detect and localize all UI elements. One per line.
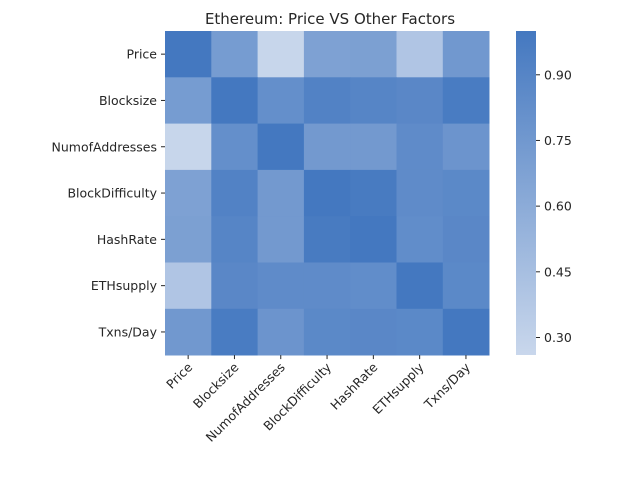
row-label: Blocksize xyxy=(99,93,157,108)
heatmap-cell xyxy=(396,123,444,171)
heatmap-cell xyxy=(257,77,305,124)
heatmap-cell xyxy=(257,123,305,171)
colorbar-tick-label: 0.45 xyxy=(544,264,572,279)
heatmap-cell xyxy=(211,123,258,171)
heatmap-cell xyxy=(396,169,444,217)
colorbar-tick-label: 0.75 xyxy=(544,133,572,148)
col-label: Price xyxy=(163,359,195,391)
heatmap-cell xyxy=(350,169,397,217)
heatmap-cell xyxy=(211,216,258,263)
row-label: NumofAddresses xyxy=(52,139,157,154)
heatmap-cell xyxy=(396,308,444,356)
heatmap-cells xyxy=(165,31,490,356)
row-label: Price xyxy=(127,47,158,62)
col-label: NumofAddresses xyxy=(203,360,288,445)
colorbar-tick-label: 0.30 xyxy=(544,330,572,345)
heatmap-cell xyxy=(350,123,397,171)
row-label: Txns/Day xyxy=(98,324,158,339)
heatmap-cell xyxy=(350,216,397,263)
heatmap-cell xyxy=(165,123,212,171)
heatmap-cell xyxy=(211,308,258,356)
heatmap-cell xyxy=(442,31,490,78)
heatmap-cell xyxy=(303,77,351,124)
heatmap-cell xyxy=(211,169,258,217)
colorbar-tick-label: 0.90 xyxy=(544,67,572,82)
row-label: ETHsupply xyxy=(91,278,158,293)
row-label: HashRate xyxy=(97,232,157,247)
heatmap-cell xyxy=(257,169,305,217)
heatmap-cell xyxy=(257,262,305,310)
heatmap-cell xyxy=(396,216,444,263)
heatmap-cell xyxy=(442,169,490,217)
row-label: BlockDifficulty xyxy=(67,186,157,201)
heatmap-cell xyxy=(165,216,212,263)
heatmap-cell xyxy=(165,77,212,124)
heatmap-cell xyxy=(165,169,212,217)
chart-title: Ethereum: Price VS Other Factors xyxy=(205,10,455,28)
heatmap-cell xyxy=(165,31,212,78)
heatmap-cell xyxy=(350,308,397,356)
heatmap-cell xyxy=(303,31,351,78)
heatmap-cell xyxy=(442,216,490,263)
heatmap-cell xyxy=(350,77,397,124)
heatmap-cell xyxy=(303,262,351,310)
heatmap-cell xyxy=(257,308,305,356)
heatmap-cell xyxy=(257,31,305,78)
heatmap-cell xyxy=(211,262,258,310)
col-label: Txns/Day xyxy=(420,359,473,412)
heatmap-cell xyxy=(442,123,490,171)
heatmap-cell xyxy=(442,77,490,124)
colorbar: 0.30 0.45 0.60 0.75 0.90 xyxy=(516,31,572,355)
heatmap-cell xyxy=(211,77,258,124)
heatmap-cell xyxy=(303,216,351,263)
heatmap-cell xyxy=(303,169,351,217)
heatmap-cell xyxy=(396,31,444,78)
heatmap-cell xyxy=(396,262,444,310)
heatmap-cell xyxy=(165,308,212,356)
heatmap-cell xyxy=(350,262,397,310)
heatmap-cell xyxy=(442,262,490,310)
row-labels: Price Blocksize NumofAddresses BlockDifficu… xyxy=(52,47,165,339)
heatmap-cell xyxy=(165,262,212,310)
col-labels: PriceBlocksizeNumofAddressesBlockDifficu… xyxy=(163,355,473,445)
heatmap-cell xyxy=(442,308,490,356)
colorbar-gradient xyxy=(516,31,536,355)
heatmap-cell xyxy=(350,31,397,78)
heatmap-cell xyxy=(211,31,258,78)
colorbar-tick-label: 0.60 xyxy=(544,199,572,214)
heatmap-cell xyxy=(396,77,444,124)
heatmap-cell xyxy=(257,216,305,263)
heatmap-cell xyxy=(303,308,351,356)
heatmap-cell xyxy=(303,123,351,171)
